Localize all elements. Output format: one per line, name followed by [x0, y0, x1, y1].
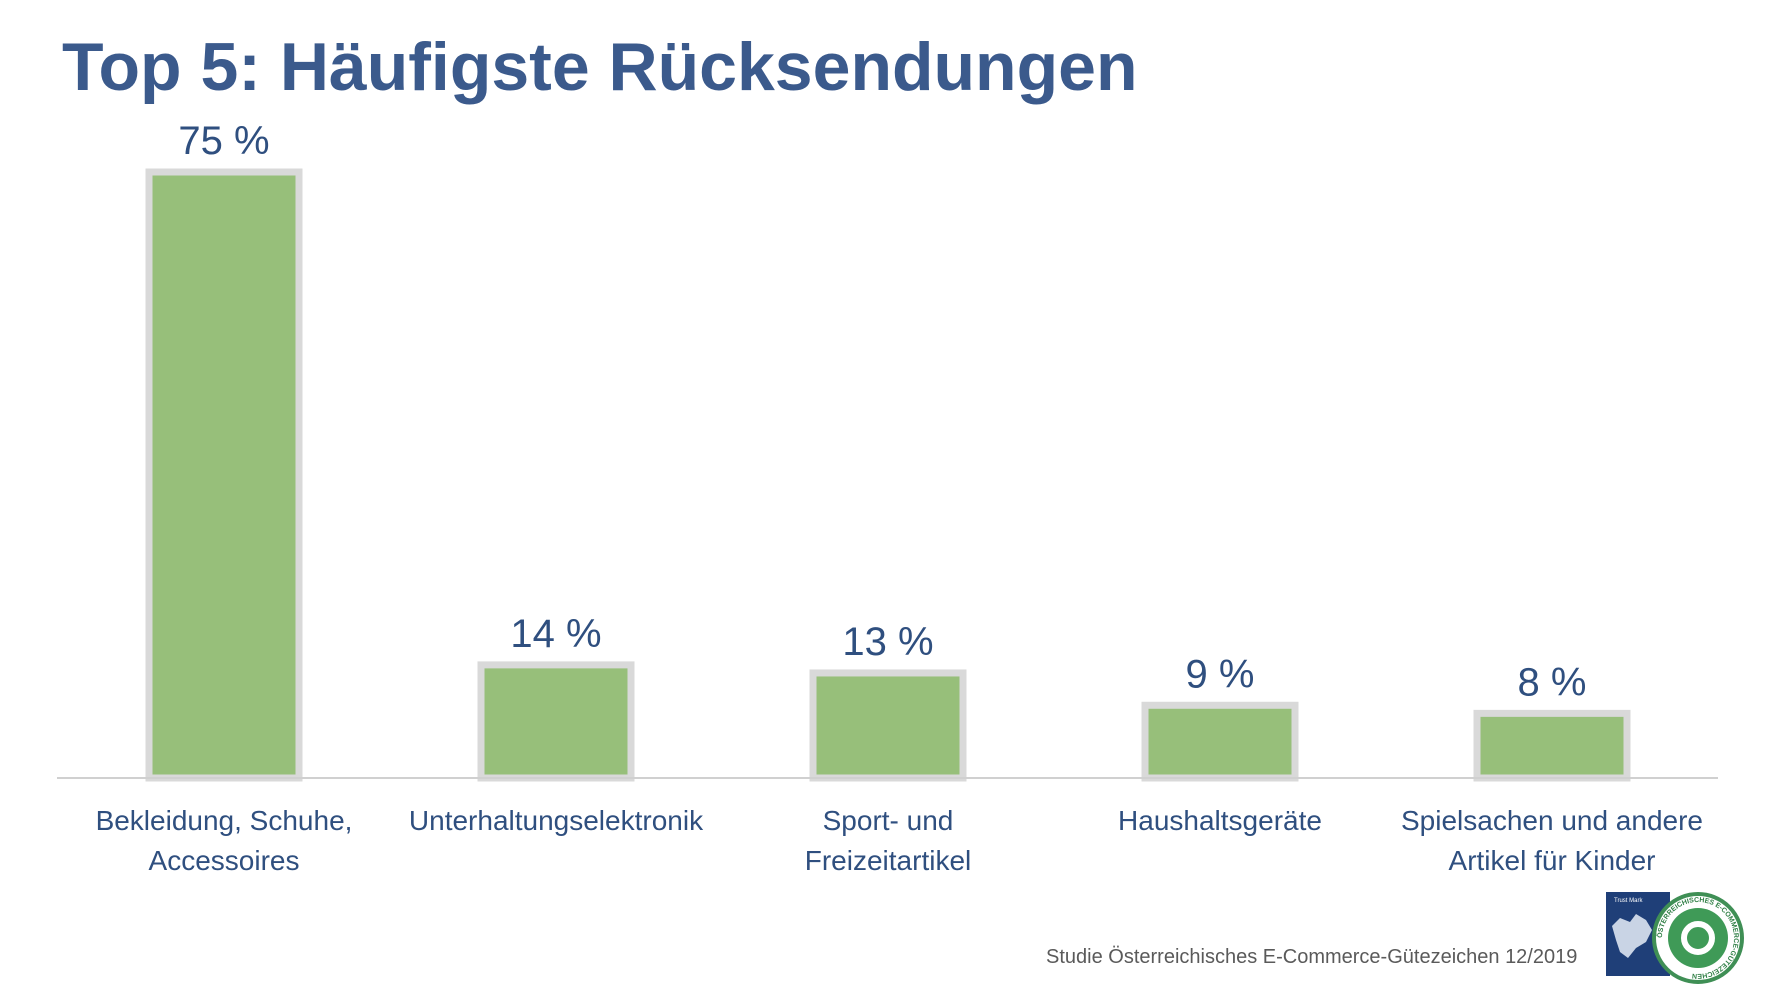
at-sign-icon — [1681, 921, 1715, 955]
bars-layer — [145, 168, 1631, 782]
bar-5 — [1473, 709, 1631, 782]
category-label-5: Spielsachen und andere Artikel für Kinder — [1401, 805, 1703, 876]
europe-map-icon — [1612, 914, 1652, 958]
bar-2 — [477, 661, 635, 782]
chart-title: Top 5: Häufigste Rücksendungen — [62, 29, 1138, 105]
value-label-1: 75 % — [178, 119, 269, 163]
seal-center — [1668, 908, 1728, 968]
bar-4 — [1141, 701, 1299, 782]
value-label-4: 9 % — [1186, 652, 1255, 696]
category-label-4: Haushaltsgeräte — [1118, 805, 1322, 836]
labels-layer: 75 % Bekleidung, Schuhe, Accessoires 14 % Un… — [96, 119, 1703, 876]
source-note: Studie Österreichisches E-Commerce-Gütez… — [1046, 946, 1578, 968]
category-label-1: Bekleidung, Schuhe, Accessoires — [96, 805, 353, 876]
category-label-2: Unterhaltungselektronik — [409, 805, 704, 836]
value-label-5: 8 % — [1518, 660, 1587, 704]
bar-1 — [145, 168, 303, 782]
value-label-3: 13 % — [842, 620, 933, 664]
bar-3 — [809, 669, 967, 782]
trust-mark-text: Trust Mark — [1614, 898, 1643, 904]
category-label-3: Sport- und Freizeitartikel — [805, 805, 971, 876]
ecommerce-guetezeichen-logo: Trust Mark ÖSTERREICHISCHES E-COMMERCE-G… — [1606, 892, 1744, 984]
value-label-2: 14 % — [510, 612, 601, 656]
